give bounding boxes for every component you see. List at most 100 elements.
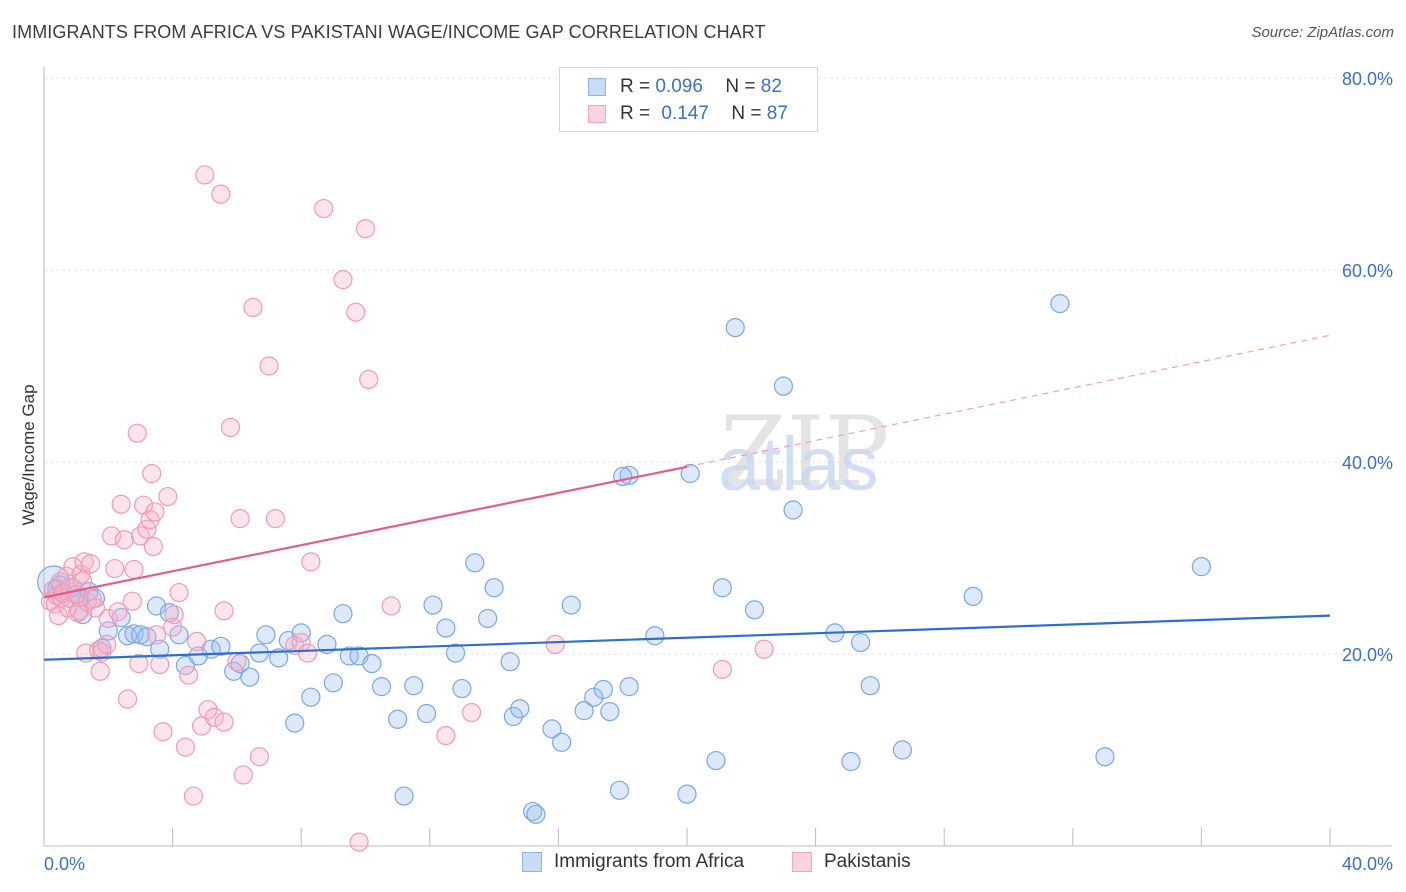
africa-swatch <box>588 78 606 96</box>
pakistani-point-31 <box>111 494 131 514</box>
africa-point-30 <box>256 625 276 645</box>
africa-point-75 <box>725 318 745 338</box>
africa-point-41 <box>362 653 382 674</box>
africa-point-61 <box>561 595 581 615</box>
pakistani-point-52 <box>175 737 196 757</box>
chart-title: IMMIGRANTS FROM AFRICA VS PAKISTANI WAGE… <box>12 22 766 42</box>
africa-point-33 <box>285 713 305 733</box>
africa-point-51 <box>465 553 485 573</box>
legend-item-pakistanis: Pakistanis <box>792 851 911 873</box>
pakistani-point-82 <box>436 725 456 746</box>
legend-pakistanis-label: Pakistanis <box>824 851 911 872</box>
pakistani-point-45 <box>146 625 167 645</box>
africa-point-46 <box>416 703 437 724</box>
africa-point-42 <box>371 677 392 697</box>
africa-point-55 <box>503 706 523 727</box>
source-label: Source: ZipAtlas.com <box>1251 24 1394 41</box>
pakistani-point-60 <box>211 184 231 204</box>
pakistani-point-86 <box>754 639 774 659</box>
africa-point-64 <box>593 679 614 700</box>
africa-point-73 <box>706 750 726 771</box>
pakistani-point-67 <box>243 297 263 318</box>
pakistani-point-27 <box>98 608 118 629</box>
pakistani-point-85 <box>712 659 732 679</box>
pakistani-point-58 <box>198 700 218 720</box>
pakistani-point-34 <box>122 591 143 611</box>
watermark-zip: ZIP <box>720 396 889 508</box>
africa-point-28 <box>240 667 260 687</box>
y-tick-label-3: 80.0% <box>1342 69 1393 89</box>
legend-africa-label: Immigrants from Africa <box>554 851 745 872</box>
africa-point-44 <box>394 786 414 806</box>
pakistani-point-73 <box>298 643 318 663</box>
pakistani-point-79 <box>355 219 376 239</box>
africa-point-70 <box>645 626 665 646</box>
africa-point-77 <box>773 376 794 396</box>
africa-point-48 <box>436 618 456 638</box>
legend-pakistanis-swatch <box>792 852 812 872</box>
africa-point-85 <box>1050 294 1070 314</box>
pakistani-point-47 <box>153 722 173 742</box>
africa-trend-line <box>43 614 1331 661</box>
pakistanis-n-label: N = <box>731 103 762 124</box>
africa-point-39 <box>339 646 360 666</box>
pakistani-trend-line <box>43 465 688 599</box>
pakistanis-r-value: 0.147 <box>661 103 709 124</box>
x-tick-label-1: 40.0% <box>1342 854 1393 874</box>
tick-labels: 20.0% 40.0% 60.0% 80.0% 0.0% 40.0% <box>44 69 1393 874</box>
y-tick-label-2: 60.0% <box>1342 261 1393 281</box>
africa-point-27 <box>230 653 250 674</box>
pakistani-point-80 <box>359 369 379 390</box>
pakistani-point-46 <box>150 654 170 675</box>
africa-point-38 <box>333 604 353 624</box>
pakistani-point-54 <box>183 786 204 806</box>
watermark-atlas: atlas <box>718 422 879 507</box>
africa-point-62 <box>574 701 594 721</box>
africa-n-label: N = <box>725 76 756 97</box>
legend-row-pakistanis: R = 0.147 N = 87 <box>588 101 788 127</box>
africa-point-84 <box>963 586 983 607</box>
africa-point-19 <box>150 639 170 659</box>
pakistani-point-33 <box>117 689 138 709</box>
africa-point-35 <box>301 687 321 707</box>
africa-n-value: 82 <box>760 76 782 97</box>
axes <box>43 66 1392 847</box>
pakistani-point-44 <box>145 502 165 522</box>
pakistani-point-62 <box>214 712 234 732</box>
pakistani-point-20 <box>81 554 101 574</box>
africa-r-label: R = <box>620 76 651 97</box>
africa-point-31 <box>269 648 289 668</box>
africa-point-25 <box>211 636 231 656</box>
pakistani-point-29 <box>105 558 125 579</box>
africa-point-59 <box>542 719 562 739</box>
africa-point-45 <box>404 676 424 696</box>
africa-point-58 <box>526 804 546 824</box>
pakistani-point-83 <box>461 702 482 723</box>
africa-point-81 <box>851 632 871 653</box>
legend-row-africa: R = 0.096 N = 82 <box>588 74 782 100</box>
pakistani-point-15 <box>71 564 91 584</box>
pakistani-point-66 <box>233 765 253 785</box>
pakistani-point-75 <box>314 198 334 219</box>
africa-point-74 <box>712 578 732 598</box>
grid-lines <box>44 77 1392 655</box>
pakistani-point-32 <box>114 530 134 550</box>
africa-point-76 <box>744 600 765 620</box>
pakistani-point-77 <box>346 302 366 322</box>
africa-point-86 <box>1095 747 1115 767</box>
pakistani-point-63 <box>220 417 241 438</box>
pakistani-point-55 <box>187 631 207 652</box>
pakistani-point-24 <box>90 661 110 681</box>
africa-point-49 <box>445 643 466 663</box>
pakistani-point-64 <box>227 652 247 672</box>
africa-point-66 <box>609 780 630 800</box>
legend-item-africa: Immigrants from Africa <box>522 851 744 873</box>
pakistani-point-68 <box>249 747 270 767</box>
pakistani-point-78 <box>349 832 369 852</box>
pakistani-point-69 <box>259 356 279 376</box>
africa-point-71 <box>677 784 697 804</box>
africa-point-43 <box>388 709 408 729</box>
africa-point-37 <box>323 673 343 693</box>
africa-point-50 <box>452 678 472 699</box>
